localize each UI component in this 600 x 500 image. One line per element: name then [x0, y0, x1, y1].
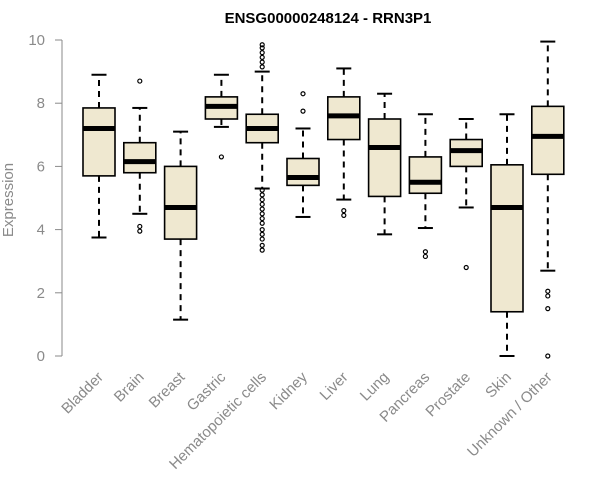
box-group: [286, 91, 320, 218]
box-group: [490, 113, 524, 357]
outlier-point: [259, 54, 265, 60]
box-iqr: [490, 164, 524, 313]
box-iqr: [163, 165, 198, 240]
box-iqr: [530, 105, 565, 176]
box-group: [163, 130, 198, 321]
outlier-point: [422, 253, 428, 260]
outlier-point: [259, 231, 265, 237]
y-axis-label: Expression: [0, 163, 17, 237]
outlier-point: [341, 208, 347, 214]
box-group: [245, 42, 279, 253]
outlier-point: [341, 212, 347, 218]
outlier-point: [259, 220, 265, 226]
x-tick-label: Brain: [111, 369, 148, 406]
box-group: [204, 73, 239, 160]
outlier-point: [259, 206, 265, 212]
outlier-point: [422, 249, 428, 255]
outlier-point: [259, 45, 265, 51]
y-tick-label: 6: [37, 158, 45, 175]
outlier-point: [137, 78, 143, 84]
outlier-point: [259, 187, 265, 193]
chart-title: ENSG00000248124 - RRN3P1: [225, 10, 432, 27]
outlier-point: [545, 306, 551, 312]
x-tick-label: Skin: [482, 369, 515, 402]
x-tick-label: Liver: [317, 369, 352, 404]
outlier-point: [259, 247, 265, 253]
box-group: [449, 118, 484, 271]
outlier-point: [259, 242, 265, 248]
y-tick-label: 10: [28, 32, 45, 49]
outlier-point: [259, 50, 265, 56]
outlier-point: [259, 215, 265, 222]
outlier-point: [259, 192, 265, 198]
box-group: [367, 92, 402, 236]
outlier-point: [259, 42, 265, 48]
outlier-point: [259, 236, 265, 242]
outlier-point: [259, 59, 265, 65]
outlier-point: [259, 227, 265, 233]
box-iqr: [367, 118, 402, 198]
outlier-point: [545, 288, 551, 294]
box-group: [326, 67, 361, 218]
box-group: [408, 113, 443, 260]
outlier-point: [218, 154, 224, 160]
box-iqr: [408, 156, 443, 195]
y-tick-label: 8: [37, 95, 45, 112]
y-tick-label: 4: [37, 222, 45, 239]
outlier-point: [300, 108, 306, 114]
y-axis: 0 2 4 6 8 10: [28, 32, 63, 365]
boxes-layer: [82, 40, 565, 359]
outlier-point: [259, 64, 265, 70]
outlier-point: [300, 91, 306, 97]
y-tick-label: 2: [37, 285, 45, 302]
x-tick-label: Prostate: [422, 369, 474, 421]
x-tick-label: Bladder: [58, 369, 107, 418]
x-tick-label: Kidney: [266, 368, 311, 413]
outlier-point: [259, 196, 265, 203]
outlier-point: [259, 201, 265, 207]
box-group: [123, 78, 157, 234]
outlier-point: [545, 353, 551, 359]
box-group: [530, 40, 565, 359]
outlier-point: [259, 211, 265, 217]
x-tick-label: Breast: [146, 368, 189, 411]
x-tick-label: Lung: [357, 369, 393, 405]
y-tick-label: 0: [37, 348, 45, 365]
outlier-point: [137, 228, 143, 234]
outlier-point: [137, 223, 143, 230]
outlier-point: [545, 293, 551, 299]
box-group: [82, 73, 116, 239]
box-iqr: [286, 157, 320, 187]
outlier-point: [463, 264, 469, 271]
box-iqr: [123, 141, 157, 174]
box-iqr: [82, 107, 116, 177]
